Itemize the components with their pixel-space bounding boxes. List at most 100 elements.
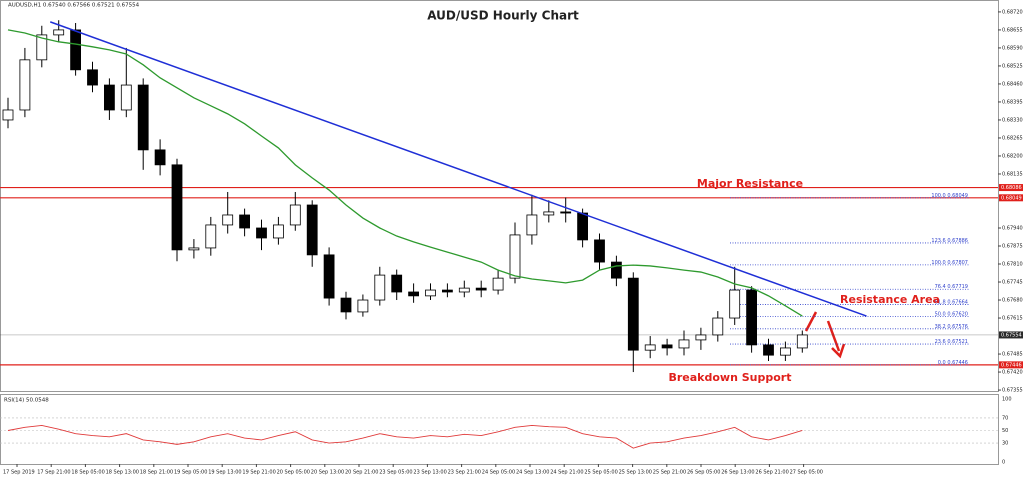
candle-body	[104, 84, 115, 111]
candle-body	[289, 204, 301, 226]
price-marker-label: 0.68086	[1001, 185, 1022, 191]
fib-price: 0.67446	[947, 359, 968, 365]
price-marker	[999, 361, 1023, 369]
x-tick-label: 24 Sep 13:00	[516, 470, 549, 476]
annotation: Resistance Area	[840, 293, 940, 306]
x-tick-label: 18 Sep 21:00	[140, 470, 173, 476]
fib-price: 0.67886	[947, 237, 968, 243]
candle-body	[611, 261, 622, 279]
candle-body	[391, 274, 403, 293]
price-marker	[999, 194, 1023, 202]
rsi-line	[7, 425, 803, 449]
fib-price: 0.67576	[947, 323, 968, 329]
x-tick-label: 19 Sep 21:00	[242, 470, 275, 476]
candle-body	[53, 29, 65, 36]
y-tick-label: 0.68200	[1002, 153, 1023, 159]
y-tick-label: 0.67680	[1002, 298, 1023, 304]
annotation: Major Resistance	[697, 177, 803, 190]
candle-body	[560, 211, 572, 214]
candle-body	[678, 339, 690, 349]
rsi-panel	[0, 394, 999, 465]
fib-price: 0.67719	[947, 284, 968, 290]
x-tick-label: 20 Sep 05:00	[277, 470, 310, 476]
rsi-tick-label: 0	[1002, 460, 1005, 466]
candle-body	[644, 344, 656, 351]
rsi-tick-label: 30	[1002, 441, 1008, 447]
candle-body	[357, 299, 369, 313]
fib-label: 0.0 0.67446	[938, 359, 968, 365]
fib-label: 76.4 0.67719	[935, 284, 968, 290]
x-tick-label: 20 Sep 13:00	[311, 470, 344, 476]
x-tick-label: 23 Sep 05:00	[379, 470, 412, 476]
y-tick-label: 0.68265	[1002, 135, 1023, 141]
candle-body	[87, 69, 98, 86]
x-tick-label: 23 Sep 21:00	[448, 470, 481, 476]
fib-price: 0.67521	[947, 339, 968, 345]
y-tick-label: 0.68590	[1002, 45, 1023, 51]
header: AUDUSD,H1 0.67540 0.67566 0.67521 0.6755…	[8, 3, 140, 9]
y-tick-label: 0.68395	[1002, 99, 1023, 105]
price-marker	[999, 331, 1023, 339]
fib-ratio: 100.0	[931, 192, 945, 198]
x-tick-label: 24 Sep 05:00	[482, 470, 515, 476]
y-tick-label: 0.68655	[1002, 27, 1023, 33]
price-marker-label: 0.67446	[1001, 362, 1022, 368]
candle-body	[746, 289, 757, 346]
x-tick-label: 24 Sep 21:00	[550, 470, 583, 476]
fib-ratio: 76.4	[935, 284, 946, 290]
fib-ratio: 38.2	[935, 323, 946, 329]
candle-body	[70, 29, 81, 71]
candle-body	[323, 254, 335, 299]
candle-body	[526, 214, 538, 236]
y-tick-label: 0.67745	[1002, 280, 1023, 286]
fib-ratio: 123.6	[931, 237, 945, 243]
y-tick-label: 0.67940	[1002, 225, 1023, 231]
candle-body	[695, 334, 707, 341]
candle-body	[543, 211, 555, 216]
y-tick-label: 0.68525	[1002, 63, 1023, 69]
y-tick-label: 0.68720	[1002, 9, 1023, 15]
y-tick-label: 0.67810	[1002, 262, 1023, 268]
x-tick-label: 19 Sep 05:00	[174, 470, 207, 476]
candle-body	[763, 344, 774, 356]
candle-body	[340, 297, 352, 313]
candle-body	[729, 289, 741, 319]
candle-body	[256, 227, 267, 239]
y-tick-label: 0.68460	[1002, 81, 1023, 87]
x-tick-label: 19 Sep 13:00	[208, 470, 241, 476]
chart-title: AUD/USD Hourly Chart	[427, 9, 579, 23]
y-tick-label: 0.67420	[1002, 370, 1023, 376]
candle-body	[408, 291, 420, 297]
fib-price: 0.68049	[947, 192, 968, 198]
y-tick-label: 0.67615	[1002, 316, 1023, 322]
x-tick-label: 17 Sep 2019	[3, 470, 35, 476]
candle-body	[712, 317, 724, 336]
price-marker-label: 0.68049	[1001, 195, 1022, 201]
candle-body	[441, 289, 453, 293]
red-arrow	[826, 320, 841, 352]
red-stroke	[804, 311, 818, 332]
candle-body	[36, 34, 48, 61]
fib-label: 61.8 0.67664	[935, 299, 968, 305]
candle-body	[171, 164, 183, 251]
candle-body	[661, 344, 673, 349]
main-panel	[0, 0, 999, 392]
x-tick-label: 23 Sep 13:00	[413, 470, 446, 476]
candle-body	[19, 59, 31, 111]
fib-ratio: 23.6	[935, 339, 946, 345]
fib-label: 100.0 0.68049	[931, 192, 968, 198]
rsi-tick-label: 100	[1002, 397, 1012, 403]
candle-body	[780, 347, 791, 356]
x-tick-label: 26 Sep 21:00	[755, 470, 788, 476]
candle-body	[458, 287, 470, 293]
x-tick-label: 25 Sep 05:00	[584, 470, 617, 476]
fib-price: 0.67620	[947, 311, 968, 317]
annotation: Breakdown Support	[668, 371, 791, 384]
y-tick-label: 0.68330	[1002, 117, 1023, 123]
candle-body	[577, 212, 588, 241]
fib-price: 0.67664	[947, 299, 968, 305]
rsi-tick-label: 70	[1002, 415, 1008, 421]
trend-line	[49, 21, 867, 317]
candle-body	[594, 239, 605, 263]
x-tick-label: 17 Sep 21:00	[37, 470, 70, 476]
